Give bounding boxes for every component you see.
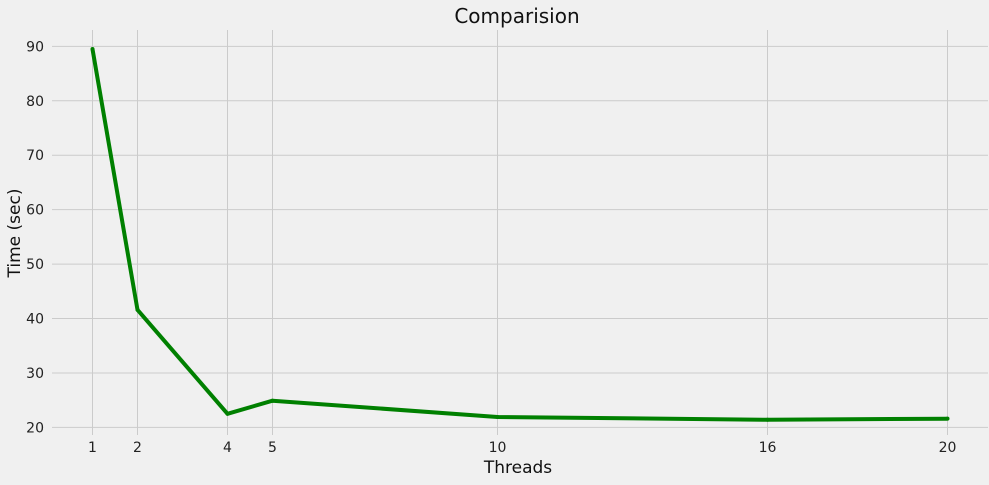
x-tick-label: 4 xyxy=(223,440,232,456)
y-tick-label: 60 xyxy=(26,203,44,219)
y-tick-label: 20 xyxy=(26,420,44,436)
y-tick-label: 40 xyxy=(26,312,44,328)
y-tick-label: 90 xyxy=(26,39,44,55)
grid xyxy=(52,30,988,435)
x-tick-label: 2 xyxy=(133,440,142,456)
y-tick-label: 70 xyxy=(26,148,44,164)
y-tick-label: 50 xyxy=(26,257,44,273)
y-axis-title: Time (sec) xyxy=(5,189,25,279)
series xyxy=(90,47,950,422)
data-point xyxy=(765,417,770,422)
data-point xyxy=(270,398,275,403)
x-tick-label: 10 xyxy=(489,440,507,456)
x-tick-label: 5 xyxy=(268,440,277,456)
x-axis-title: Threads xyxy=(483,458,552,478)
y-tick-label: 30 xyxy=(26,366,44,382)
plot-area xyxy=(52,30,988,435)
chart-title: Comparision xyxy=(454,4,579,28)
data-point xyxy=(495,415,500,420)
data-point xyxy=(135,307,140,312)
data-point xyxy=(90,47,95,52)
x-tick-label: 20 xyxy=(939,440,957,456)
x-tick-label: 16 xyxy=(759,440,777,456)
data-point xyxy=(945,416,950,421)
x-tick-label: 1 xyxy=(88,440,97,456)
tick-labels: 20 30 40 50 60 70 80 90 1 2 4 5 10 16 20 xyxy=(26,39,956,456)
data-point xyxy=(225,411,230,416)
y-tick-label: 80 xyxy=(26,94,44,110)
